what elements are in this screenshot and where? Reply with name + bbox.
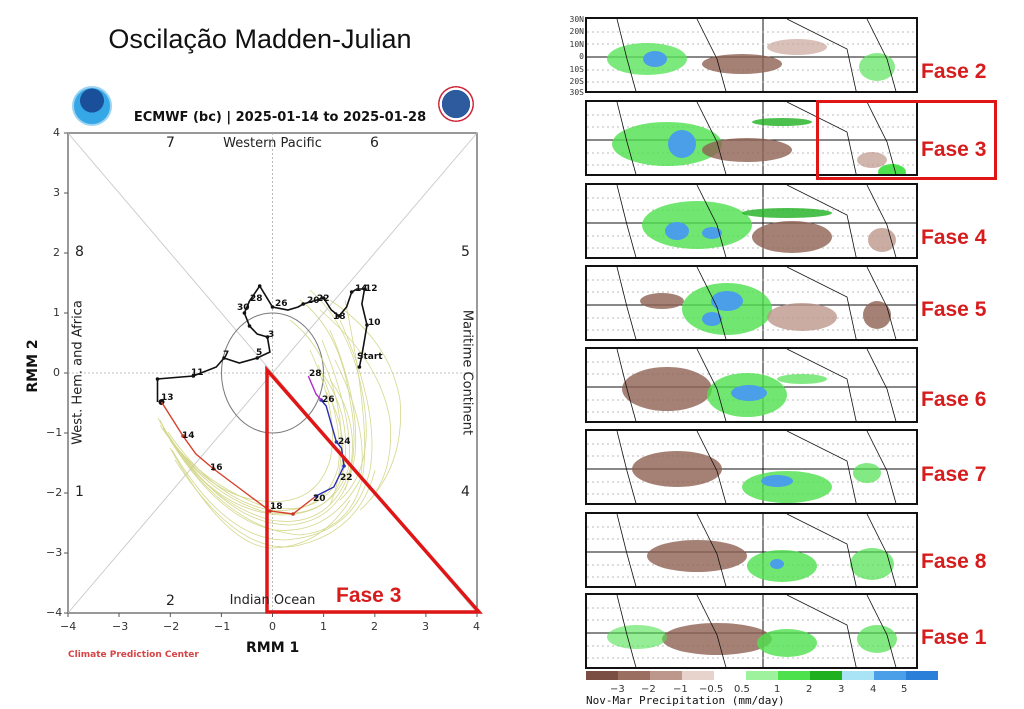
rmm-phase-diagram [64, 132, 483, 617]
colorbar-tick: 4 [870, 684, 877, 695]
colorbar-tick: 5 [901, 684, 908, 695]
map-panel-fase6 [585, 347, 918, 423]
fase3-highlight-box [816, 100, 997, 180]
fase3-triangle-annotation [265, 365, 483, 614]
region-label-left: West. Hem. and Africa [70, 300, 86, 445]
precip-map [587, 349, 916, 421]
y-tick: 1 [53, 306, 60, 319]
forecast-tail-path [307, 375, 322, 401]
phase-number: 4 [461, 484, 470, 500]
x-tick: 0 [269, 620, 276, 633]
x-tick: −1 [214, 620, 231, 633]
map-panel-fase7 [585, 429, 918, 505]
phase-number: 7 [166, 135, 175, 151]
region-label-right: Maritime Continent [459, 309, 475, 436]
colorbar [586, 671, 938, 680]
precip-map [587, 267, 916, 339]
x-tick: 3 [422, 620, 429, 633]
colorbar-tick: −0.5 [699, 684, 724, 695]
map-label-fase5: Fase 5 [921, 298, 987, 321]
x-tick: 4 [473, 620, 480, 633]
colorbar-tick: 0.5 [734, 684, 750, 695]
map-label-fase4: Fase 4 [921, 226, 987, 249]
colorbar-title: Nov-Mar Precipitation (mm/day) [586, 694, 785, 707]
nws-logo-icon [438, 86, 474, 122]
phase-number: 6 [370, 135, 379, 151]
precip-map [587, 431, 916, 503]
map-label-fase2: Fase 2 [921, 60, 987, 83]
colorbar-tick: −1 [673, 684, 688, 695]
map-label-fase8: Fase 8 [921, 550, 987, 573]
noaa-logo-icon [72, 86, 112, 126]
precip-map [587, 19, 916, 91]
colorbar-tick: 1 [774, 684, 781, 695]
map-panel-fase3 [585, 100, 918, 176]
phase-number: 2 [166, 593, 175, 609]
y-tick: 3 [53, 186, 60, 199]
unit-circle [221, 312, 324, 434]
precip-map [587, 514, 916, 586]
y-tick: 4 [53, 126, 60, 139]
axis-ticks [64, 132, 478, 617]
map-label-fase7: Fase 7 [921, 463, 987, 486]
map-label-fase6: Fase 6 [921, 388, 987, 411]
precip-map [587, 595, 916, 667]
y-tick: 2 [53, 246, 60, 259]
x-axis-label: RMM 1 [246, 640, 300, 656]
y-tick: −3 [46, 546, 63, 559]
map-label-fase3: Fase 3 [921, 138, 987, 161]
x-tick: 1 [320, 620, 327, 633]
phase-number: 1 [75, 484, 84, 500]
y-tick: −1 [46, 426, 63, 439]
colorbar-tick: 2 [806, 684, 813, 695]
fase3-annotation-label: Fase 3 [336, 584, 402, 607]
colorbar-tick: −2 [641, 684, 656, 695]
page-title: Oscilação Madden-Julian [108, 24, 412, 54]
colorbar-tick: −3 [610, 684, 625, 695]
y-tick: 0 [53, 366, 60, 379]
y-tick: −4 [46, 606, 63, 619]
map-panel-fase5 [585, 265, 918, 341]
forecast-week2-path [315, 399, 345, 497]
precip-map [587, 102, 916, 174]
chart-title: ECMWF (bc) | 2025-01-14 to 2025-01-28 [133, 110, 427, 125]
map-panel-fase1 [585, 593, 918, 669]
colorbar-tick: 3 [838, 684, 845, 695]
region-label-bottom: Indian Ocean [229, 593, 316, 608]
x-tick: −4 [60, 620, 77, 633]
precip-map [587, 185, 916, 257]
credit-label: Climate Prediction Center [68, 650, 199, 660]
map-panel-fase8 [585, 512, 918, 588]
map-panel-fase2 [585, 17, 918, 93]
phase-number: 8 [75, 244, 84, 260]
x-tick: −3 [112, 620, 129, 633]
phase-number: 5 [461, 244, 470, 260]
map-label-fase1: Fase 1 [921, 626, 987, 649]
observed-points [155, 284, 369, 405]
x-tick: 2 [371, 620, 378, 633]
region-label-top: Western Pacific [223, 136, 322, 151]
y-axis-label: RMM 2 [25, 339, 41, 393]
x-tick: −2 [163, 620, 180, 633]
map-panel-fase4 [585, 183, 918, 259]
ensemble-members [157, 289, 401, 549]
forecast-week1-path [160, 401, 317, 515]
y-tick: −2 [46, 486, 63, 499]
